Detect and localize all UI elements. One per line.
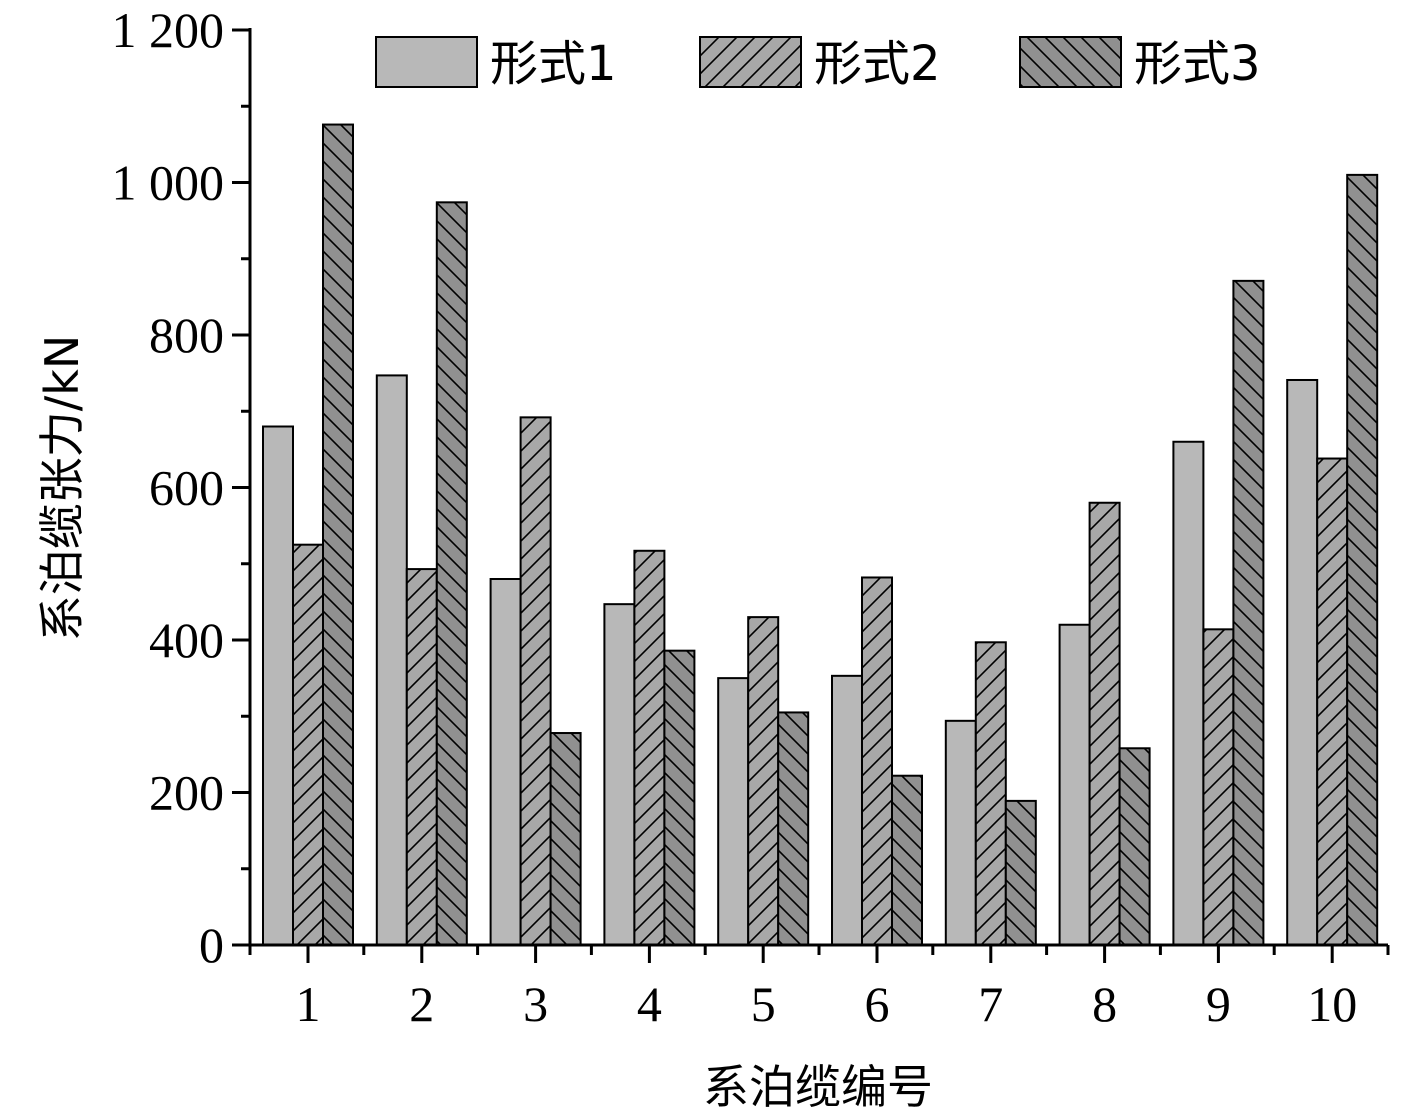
bar-series3-cat3 — [549, 732, 582, 947]
bar-series1-cat5 — [717, 677, 750, 946]
y-tick-label: 600 — [149, 460, 224, 516]
bar-series1-cat10 — [1286, 378, 1319, 946]
bar-series2-cat8 — [1088, 501, 1121, 946]
bar-series1-cat4 — [603, 603, 636, 946]
bar-series2-cat7 — [974, 641, 1007, 946]
bar-series1-cat7 — [944, 719, 977, 947]
y-tick-label: 0 — [199, 917, 224, 973]
bar-series3-cat8 — [1118, 747, 1151, 947]
bar-series2-cat6 — [861, 576, 893, 946]
legend-label-series1: 形式1 — [490, 36, 617, 92]
bar-series3-cat2 — [435, 201, 468, 946]
bar-series1-cat9 — [1172, 440, 1205, 946]
legend-swatch-series3 — [1019, 36, 1122, 88]
y-tick-label: 1 000 — [112, 155, 225, 211]
bar-series2-cat5 — [747, 616, 780, 946]
bar-series2-cat1 — [292, 543, 324, 946]
bar-series2-cat3 — [519, 416, 552, 947]
x-tick-label: 4 — [637, 976, 662, 1032]
x-tick-label: 5 — [751, 976, 776, 1032]
y-tick-label: 1 200 — [112, 2, 225, 58]
legend: 形式1 形式2 形式3 — [375, 36, 1261, 92]
x-tick-label: 9 — [1206, 976, 1231, 1032]
x-tick-label: 2 — [409, 976, 434, 1032]
y-axis-title: 系泊缆张力/kN — [35, 335, 89, 642]
x-tick-label: 6 — [865, 976, 890, 1032]
bar-series3-cat4 — [663, 649, 696, 946]
bar-series2-cat4 — [633, 549, 666, 946]
bar-series1-cat8 — [1058, 623, 1091, 946]
x-axis-title: 系泊缆编号 — [703, 1060, 933, 1114]
bar-series3-cat5 — [777, 711, 810, 946]
bar-series1-cat6 — [831, 674, 863, 947]
plot-area: 0 200 400 600 800 1 000 1 200 1 2 3 4 5 6 7 8 9 10 — [112, 2, 1390, 1032]
bar-series2-cat9 — [1202, 628, 1235, 946]
bar-series3-cat6 — [891, 774, 923, 946]
x-tick-label: 8 — [1092, 976, 1117, 1032]
y-tick-label: 200 — [149, 765, 224, 821]
legend-swatch-series2 — [699, 36, 802, 88]
legend-swatch-series1 — [375, 36, 478, 88]
y-tick-label: 400 — [149, 612, 224, 668]
bar-series2-cat10 — [1316, 457, 1349, 946]
bar-series3-cat9 — [1232, 279, 1265, 946]
legend-label-series2: 形式2 — [814, 36, 941, 92]
x-tick-label: 10 — [1307, 976, 1357, 1032]
bar-series1-cat1 — [262, 425, 294, 946]
x-tick-label: 3 — [523, 976, 548, 1032]
bar-series1-cat2 — [375, 374, 408, 947]
legend-label-series3: 形式3 — [1134, 36, 1261, 92]
x-tick-label: 1 — [296, 976, 321, 1032]
bar-series1-cat3 — [489, 578, 522, 946]
bar-series3-cat1 — [322, 123, 354, 947]
bar-series3-cat7 — [1004, 799, 1037, 947]
y-tick-label: 800 — [149, 307, 224, 363]
bar-series2-cat2 — [405, 568, 438, 947]
x-tick-label: 7 — [978, 976, 1003, 1032]
bar-series3-cat10 — [1346, 173, 1379, 946]
